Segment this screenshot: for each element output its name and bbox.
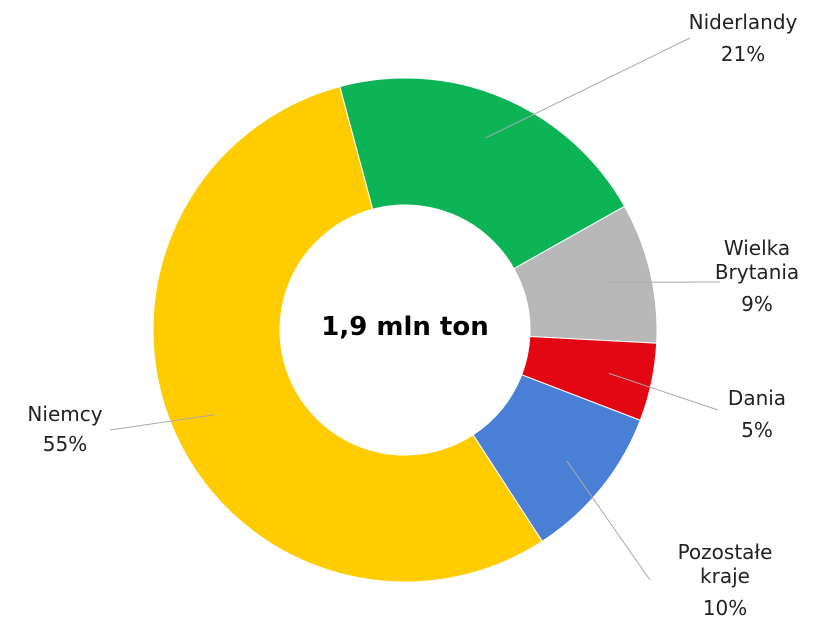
leader-line: [485, 37, 691, 139]
category-label: Pozostałe kraje: [677, 540, 773, 588]
value-label: 5%: [741, 418, 773, 442]
donut-segment: [152, 85, 543, 583]
donut-segment: [339, 77, 626, 270]
leader-line: [566, 460, 651, 581]
value-label: 21%: [720, 42, 766, 66]
category-label: Dania: [727, 386, 787, 410]
leader-line: [109, 414, 215, 431]
category-label: Wielka Brytania: [714, 236, 800, 284]
leader-line: [608, 372, 719, 411]
value-label: 9%: [741, 292, 773, 316]
value-label: 55%: [42, 432, 88, 456]
value-label: 10%: [702, 596, 748, 620]
category-label: Niderlandy: [688, 10, 798, 34]
center-label: 1,9 mln ton: [321, 312, 489, 342]
category-label: Niemcy: [27, 402, 103, 426]
